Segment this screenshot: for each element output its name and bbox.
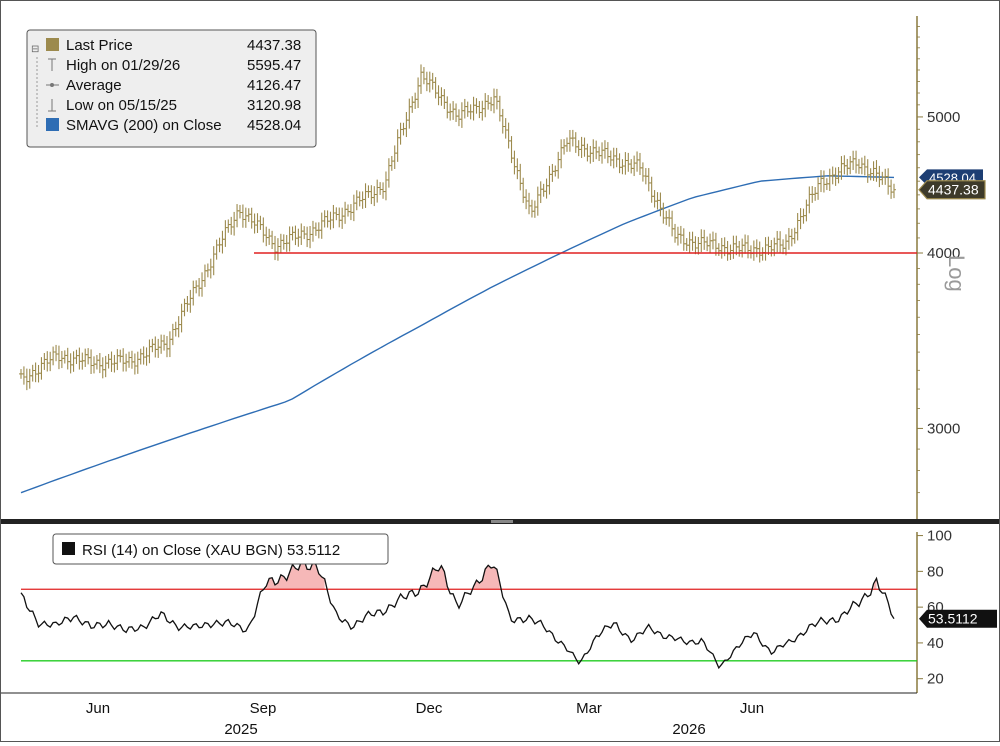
legend-value: 4126.47 — [247, 77, 301, 94]
rsi-value-tag — [919, 609, 997, 628]
legend-box — [26, 29, 317, 148]
average-marker-icon-dot — [50, 83, 54, 87]
rsi-tick-label: 20 — [927, 671, 944, 688]
x-year-label: 2026 — [672, 721, 705, 738]
x-year-label: 2025 — [224, 721, 257, 738]
legend-value: 4437.38 — [247, 37, 301, 54]
legend-label: Low on 05/15/25 — [66, 97, 177, 114]
rsi-tick-label: 100 — [927, 528, 952, 545]
rsi-tick-label: 40 — [927, 635, 944, 652]
panel-divider-grip[interactable] — [491, 520, 513, 523]
price-tick-label: 3000 — [927, 420, 960, 437]
x-tick-label: Mar — [576, 700, 602, 717]
axes: 3000 4000 5000 Log 4528.04 4437.38 Jun Sep Dec Ma… — [86, 26, 986, 738]
x-tick-label: Jun — [86, 700, 110, 717]
price-tick-label: 5000 — [927, 109, 960, 126]
collapse-icon: ⊟ — [31, 44, 39, 55]
last-price-tag-text: 4437.38 — [928, 182, 979, 198]
legend-label: Last Price — [66, 37, 133, 54]
price-bars — [19, 64, 896, 391]
rsi-legend-box — [52, 533, 389, 565]
sma-line — [20, 175, 895, 494]
log-scale-label: Log — [944, 255, 969, 292]
rsi-overbought-area — [873, 578, 877, 590]
price-tick-label: 4000 — [927, 245, 960, 262]
rsi-legend: RSI (14) on Close (XAU BGN) 53.5112 — [52, 533, 389, 565]
rsi-legend-swatch — [62, 542, 75, 555]
legend-label: Average — [66, 77, 122, 94]
legend-label: SMAVG (200) on Close — [66, 117, 222, 134]
legend-swatch-last-price — [46, 38, 59, 51]
rsi-tick-label: 80 — [927, 563, 944, 580]
rsi-legend-label: RSI (14) on Close (XAU BGN) 53.5112 — [82, 542, 340, 559]
legend-value: 5595.47 — [247, 57, 301, 74]
price-legend: Last Price 4437.38 High on 01/29/26 5595.47… — [26, 29, 317, 148]
legend-value: 3120.98 — [247, 97, 301, 114]
rsi-overbought-area — [421, 565, 448, 590]
rsi-line — [20, 559, 895, 670]
x-tick-label: Dec — [416, 700, 443, 717]
legend-value: 4528.04 — [247, 117, 301, 134]
last-price-tag — [918, 180, 986, 200]
legend-swatch-sma — [46, 118, 59, 131]
rsi-overbought-area — [473, 565, 500, 590]
legend-label: High on 01/29/26 — [66, 57, 180, 74]
rsi-overbought-area — [266, 560, 325, 590]
rsi-value-tag-text: 53.5112 — [928, 611, 978, 627]
x-tick-label: Sep — [250, 700, 277, 717]
x-tick-label: Jun — [740, 700, 764, 717]
sma-series — [20, 175, 895, 494]
